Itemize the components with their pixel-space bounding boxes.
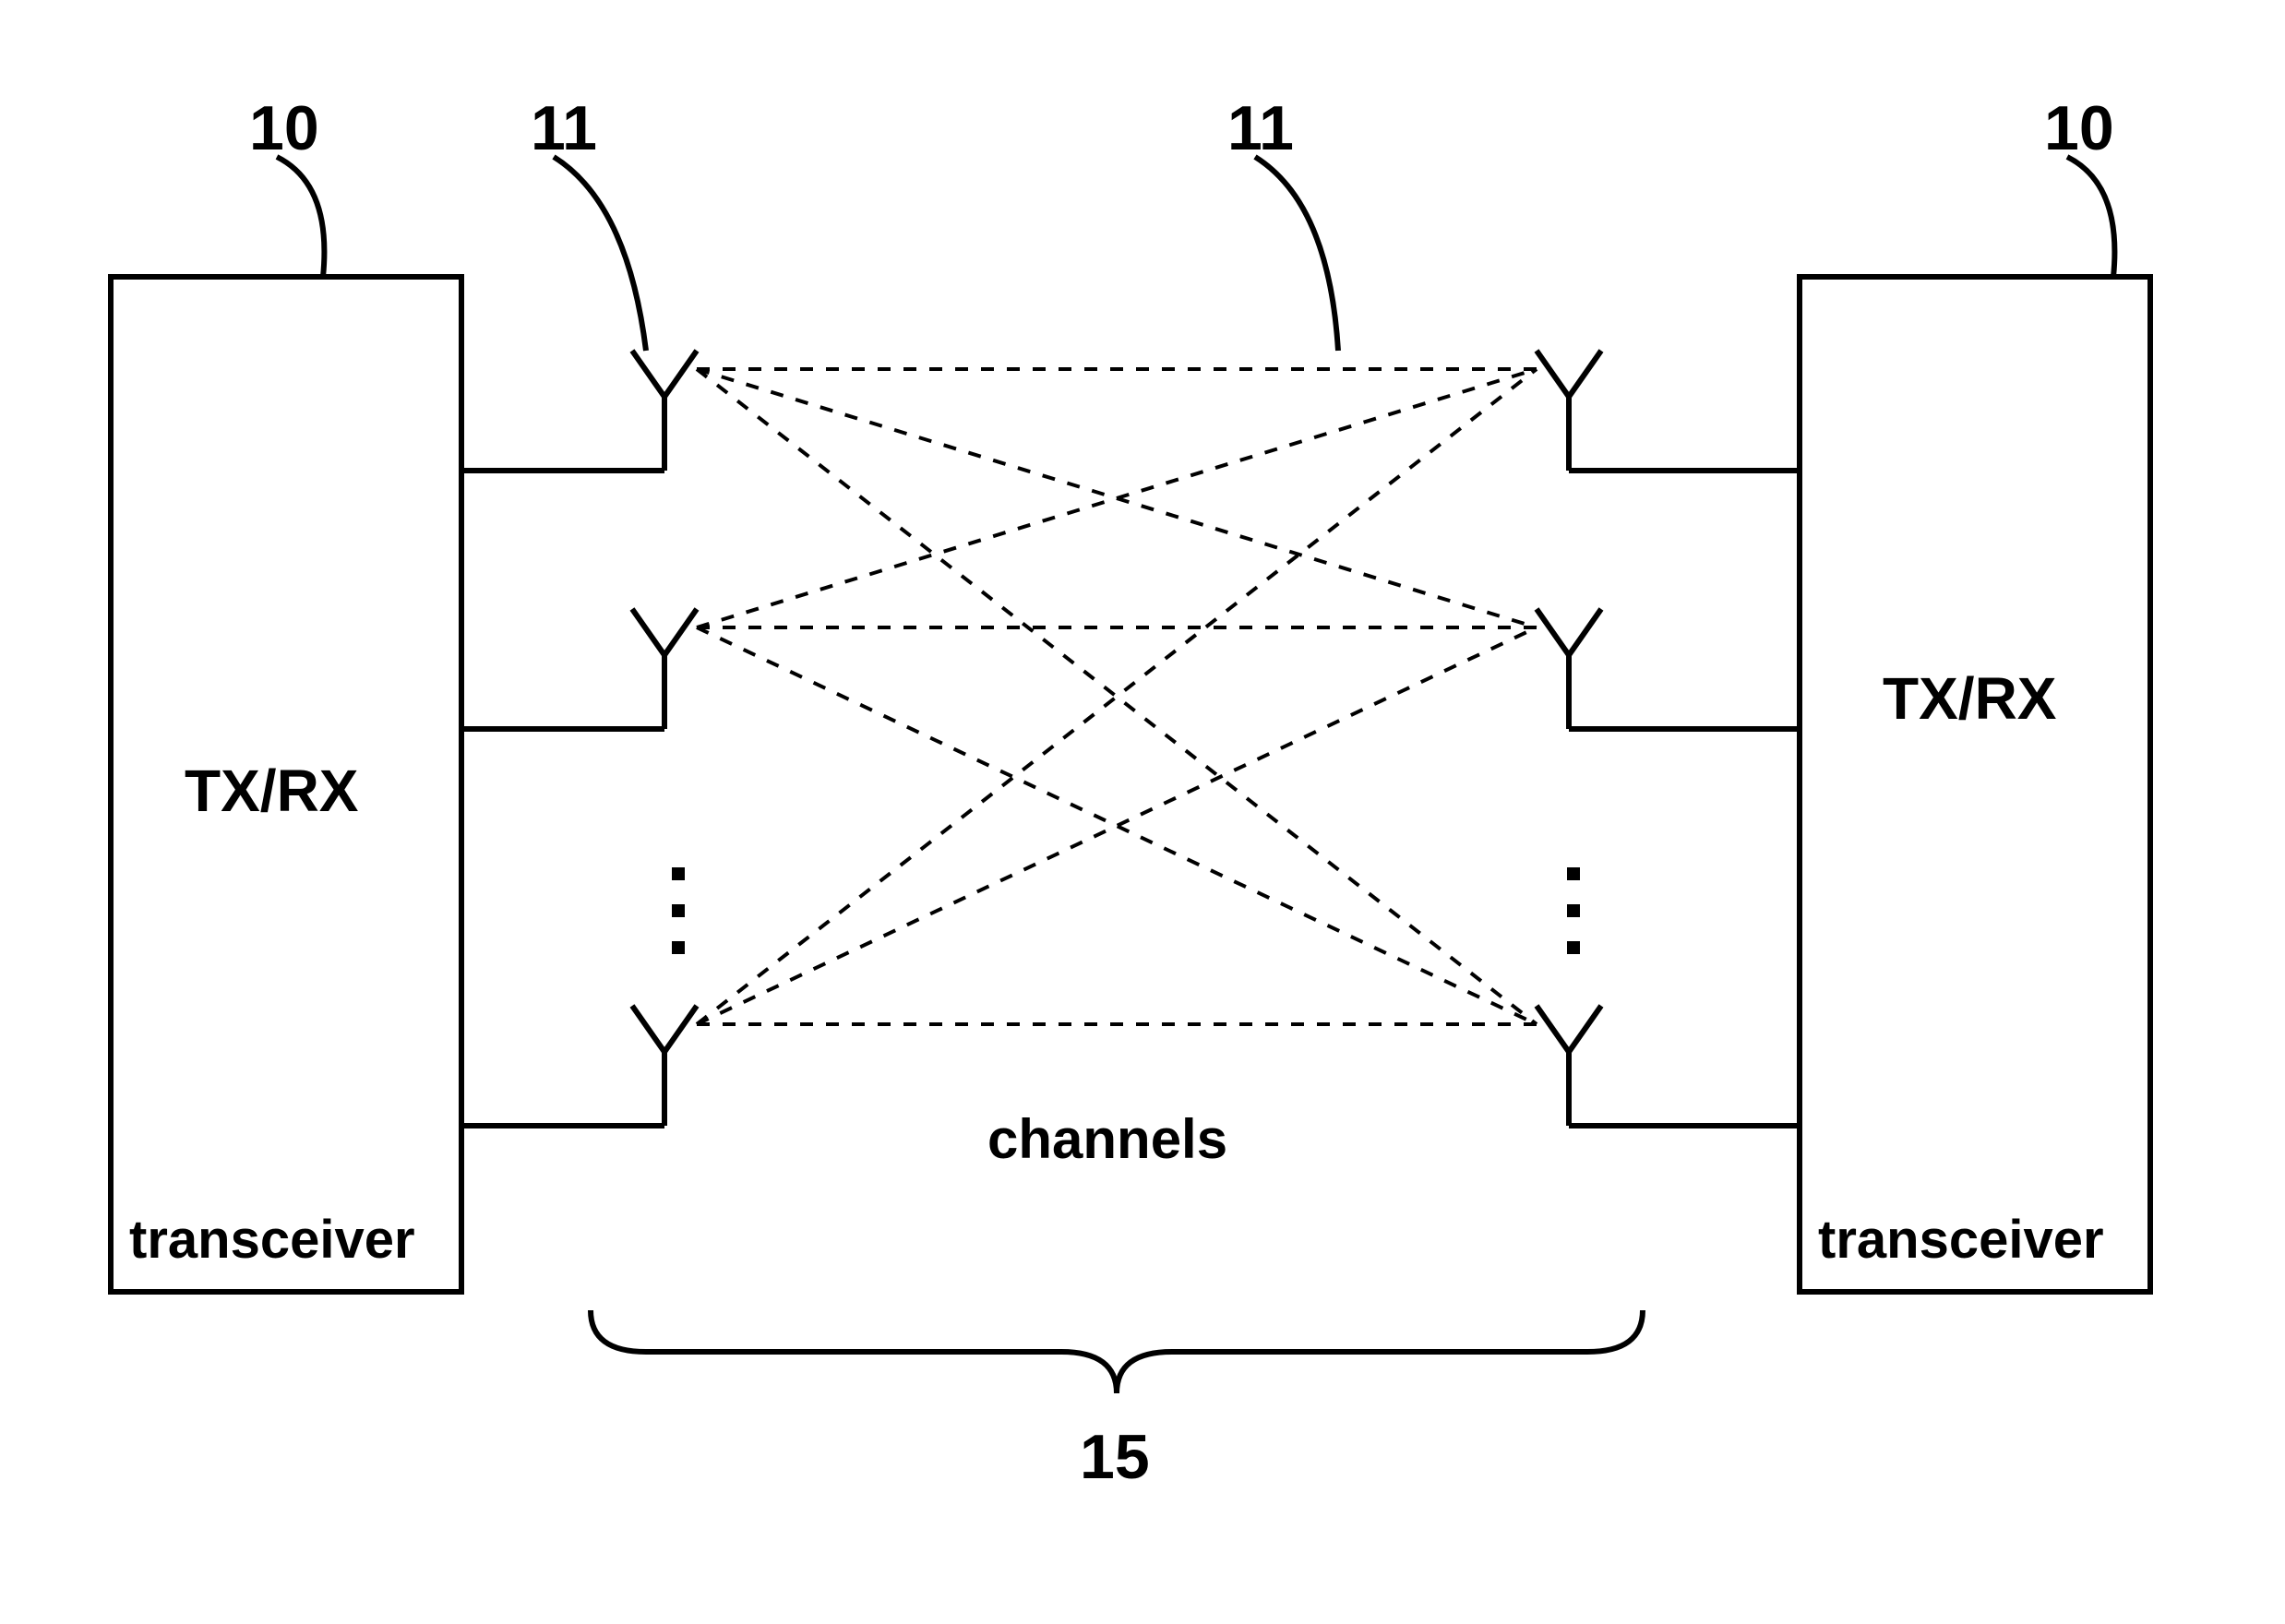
right-transceiver-txrx: TX/RX: [1883, 664, 2056, 733]
diagram-canvas: 10 11 11 10 TX/RX transceiver TX/RX tran…: [0, 0, 2285, 1624]
left-transceiver-label: transceiver: [129, 1209, 415, 1271]
channels-ref: 15: [1080, 1421, 1150, 1493]
ref-left-11: 11: [531, 92, 597, 164]
channels-label: channels: [987, 1107, 1227, 1171]
ref-left-10: 10: [249, 92, 319, 164]
right-transceiver-label: transceiver: [1818, 1209, 2104, 1271]
ref-right-11: 11: [1227, 92, 1294, 164]
left-transceiver-txrx: TX/RX: [185, 757, 358, 825]
ref-right-10: 10: [2044, 92, 2114, 164]
